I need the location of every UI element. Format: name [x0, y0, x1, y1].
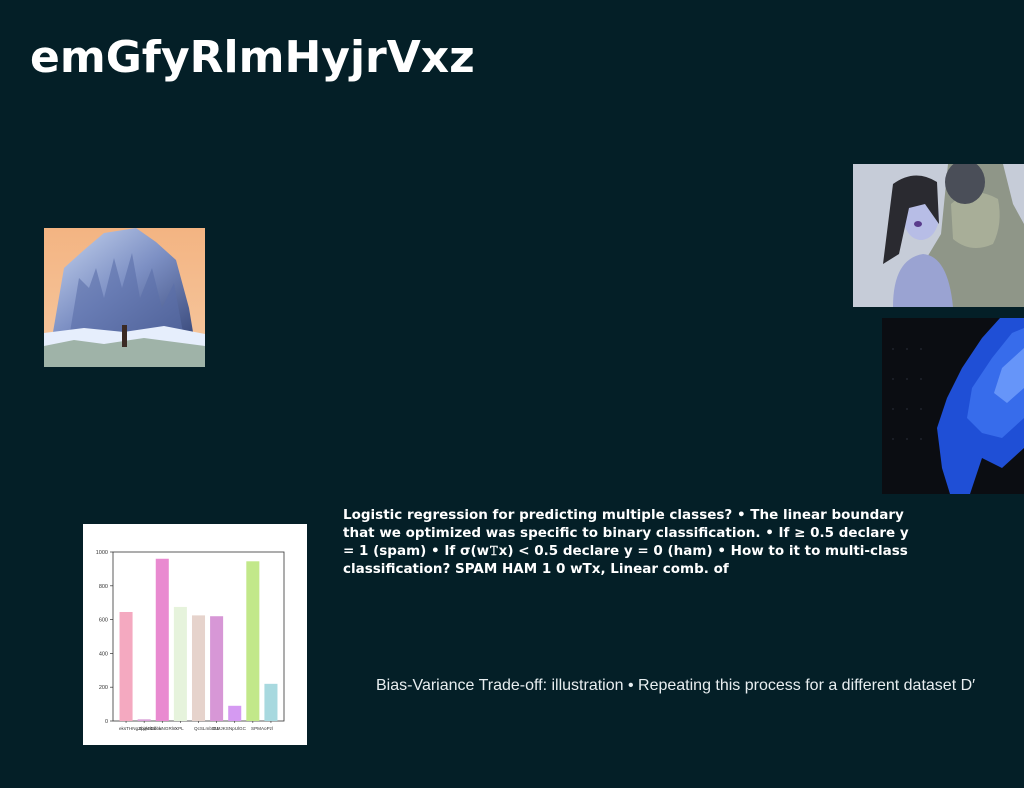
bar: [137, 719, 151, 721]
blue-texture-photo: [882, 318, 1024, 494]
slide-body-text: Logistic regression for predicting multi…: [343, 507, 909, 577]
bar: [264, 683, 278, 721]
y-tick-label: 1000: [96, 550, 108, 556]
x-tick-label: SPMAoPzl: [251, 726, 273, 731]
x-tick-label: xpqk kol: [139, 726, 156, 731]
bar: [119, 611, 133, 721]
x-tick-label: XPL: [175, 726, 184, 731]
couple-photo-graphic: [853, 164, 1024, 307]
x-tick-label: GMJKSNpUlGC: [213, 726, 247, 731]
y-tick-label: 600: [99, 618, 108, 624]
bar: [191, 615, 206, 721]
bar: [210, 616, 224, 721]
y-tick-label: 800: [99, 584, 108, 590]
x-tick-label: uNGRlm: [159, 726, 177, 731]
blue-texture-photo-graphic: [882, 318, 1024, 494]
x-tick-label: QcSLmbDU: [194, 726, 219, 731]
couple-photo: [853, 164, 1024, 307]
bar: [155, 558, 169, 721]
x-tick-label: eksTHNgZbjABDbbk: [119, 726, 162, 731]
canyon-photo: [44, 228, 205, 367]
bar-chart-card: 0 200 400 600 800 1000 eksTHNgZbjABDbbk xpqk ko…: [83, 524, 307, 745]
bar: [228, 705, 242, 721]
bar: [173, 606, 187, 721]
y-tick-label: 400: [99, 651, 108, 657]
slide-title: emGfyRlmHyjrVxz: [30, 32, 475, 83]
canyon-photo-graphic: [44, 228, 205, 367]
y-tick-label: 200: [99, 685, 108, 691]
bar: [246, 561, 260, 721]
slide-caption: Bias-Variance Trade-off: illustration • …: [376, 677, 976, 694]
y-tick-label: 0: [105, 719, 108, 725]
